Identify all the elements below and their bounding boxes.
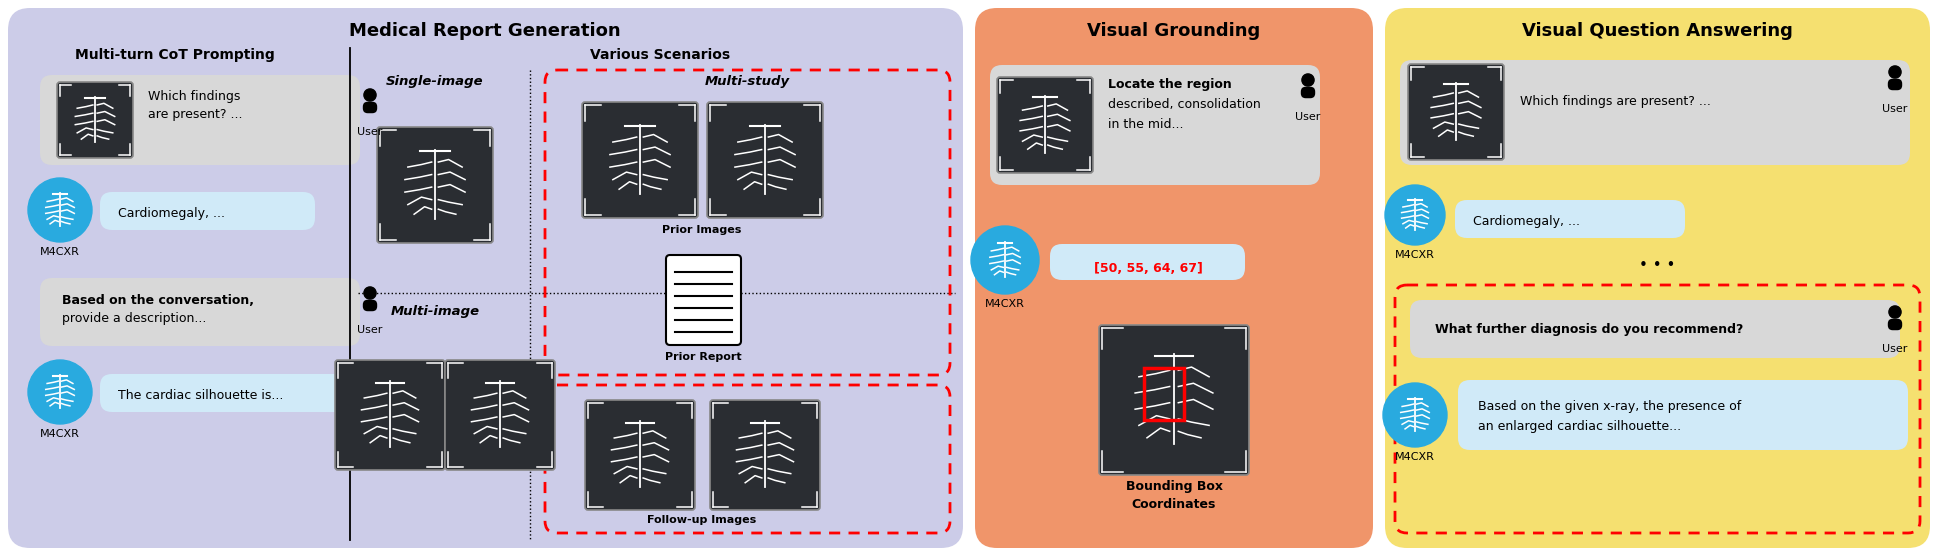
FancyBboxPatch shape	[1302, 87, 1315, 98]
FancyBboxPatch shape	[41, 75, 360, 165]
Circle shape	[1889, 306, 1900, 318]
Text: Which findings are present? ...: Which findings are present? ...	[1521, 95, 1710, 108]
Text: M4CXR: M4CXR	[1395, 452, 1435, 462]
Text: Visual Question Answering: Visual Question Answering	[1522, 22, 1792, 40]
FancyBboxPatch shape	[335, 360, 446, 470]
Text: User: User	[1883, 344, 1908, 354]
Text: Based on the conversation,: Based on the conversation,	[62, 294, 254, 307]
Circle shape	[364, 89, 376, 101]
Text: Follow-up Images: Follow-up Images	[647, 515, 757, 525]
Text: User: User	[1296, 112, 1321, 122]
Text: an enlarged cardiac silhouette...: an enlarged cardiac silhouette...	[1478, 420, 1681, 433]
Text: Cardiomegaly, ...: Cardiomegaly, ...	[118, 207, 225, 220]
Circle shape	[27, 360, 91, 424]
Text: Coordinates: Coordinates	[1131, 498, 1216, 511]
Text: M4CXR: M4CXR	[1395, 250, 1435, 260]
Circle shape	[364, 287, 376, 299]
Text: • • •: • • •	[1639, 258, 1676, 273]
FancyBboxPatch shape	[56, 82, 134, 158]
Text: User: User	[356, 127, 384, 137]
FancyBboxPatch shape	[711, 400, 819, 510]
FancyBboxPatch shape	[41, 278, 360, 346]
FancyBboxPatch shape	[101, 374, 354, 412]
Text: Visual Grounding: Visual Grounding	[1087, 22, 1261, 40]
FancyBboxPatch shape	[990, 65, 1319, 185]
Text: Multi-turn CoT Prompting: Multi-turn CoT Prompting	[76, 48, 275, 62]
Circle shape	[1383, 383, 1447, 447]
Text: [50, 55, 64, 67]: [50, 55, 64, 67]	[1094, 262, 1203, 275]
FancyBboxPatch shape	[362, 300, 378, 311]
Text: M4CXR: M4CXR	[41, 247, 79, 257]
Text: Multi-image: Multi-image	[391, 305, 480, 318]
FancyBboxPatch shape	[998, 77, 1092, 173]
Text: described, consolidation: described, consolidation	[1108, 98, 1261, 111]
Text: Medical Report Generation: Medical Report Generation	[349, 22, 622, 40]
Circle shape	[1889, 66, 1900, 78]
Circle shape	[970, 226, 1038, 294]
FancyBboxPatch shape	[1459, 380, 1908, 450]
Bar	[1145, 368, 1184, 420]
Text: provide a description...: provide a description...	[62, 312, 207, 325]
Text: M4CXR: M4CXR	[41, 429, 79, 439]
Text: Which findings: Which findings	[147, 90, 240, 103]
FancyBboxPatch shape	[362, 102, 378, 113]
Circle shape	[1385, 185, 1445, 245]
FancyBboxPatch shape	[585, 400, 695, 510]
Text: What further diagnosis do you recommend?: What further diagnosis do you recommend?	[1435, 323, 1743, 336]
Circle shape	[27, 178, 91, 242]
Text: are present? ...: are present? ...	[147, 108, 242, 121]
Text: The cardiac silhouette is...: The cardiac silhouette is...	[118, 389, 283, 402]
Text: Various Scenarios: Various Scenarios	[591, 48, 730, 62]
Text: Prior Images: Prior Images	[662, 225, 742, 235]
Text: Cardiomegaly, ...: Cardiomegaly, ...	[1472, 215, 1581, 228]
Text: User: User	[356, 325, 384, 335]
FancyBboxPatch shape	[1408, 64, 1503, 160]
FancyBboxPatch shape	[1385, 8, 1929, 548]
Text: Locate the region: Locate the region	[1108, 78, 1232, 91]
FancyBboxPatch shape	[446, 360, 556, 470]
FancyBboxPatch shape	[1889, 79, 1902, 90]
Text: in the mid...: in the mid...	[1108, 118, 1184, 131]
FancyBboxPatch shape	[1400, 60, 1910, 165]
FancyBboxPatch shape	[1050, 244, 1245, 280]
FancyBboxPatch shape	[1455, 200, 1685, 238]
FancyBboxPatch shape	[581, 102, 697, 218]
Text: User: User	[1883, 104, 1908, 114]
Text: Bounding Box: Bounding Box	[1125, 480, 1222, 493]
FancyBboxPatch shape	[8, 8, 963, 548]
Text: Prior Report: Prior Report	[664, 352, 742, 362]
Text: Based on the given x-ray, the presence of: Based on the given x-ray, the presence o…	[1478, 400, 1741, 413]
FancyBboxPatch shape	[1889, 319, 1902, 330]
Circle shape	[1302, 74, 1313, 86]
FancyBboxPatch shape	[1410, 300, 1900, 358]
FancyBboxPatch shape	[1098, 325, 1249, 475]
FancyBboxPatch shape	[974, 8, 1373, 548]
Text: M4CXR: M4CXR	[986, 299, 1025, 309]
FancyBboxPatch shape	[707, 102, 823, 218]
FancyBboxPatch shape	[378, 127, 494, 243]
FancyBboxPatch shape	[101, 192, 316, 230]
FancyBboxPatch shape	[666, 255, 742, 345]
Text: Multi-study: Multi-study	[705, 75, 790, 88]
Text: Single-image: Single-image	[385, 75, 484, 88]
